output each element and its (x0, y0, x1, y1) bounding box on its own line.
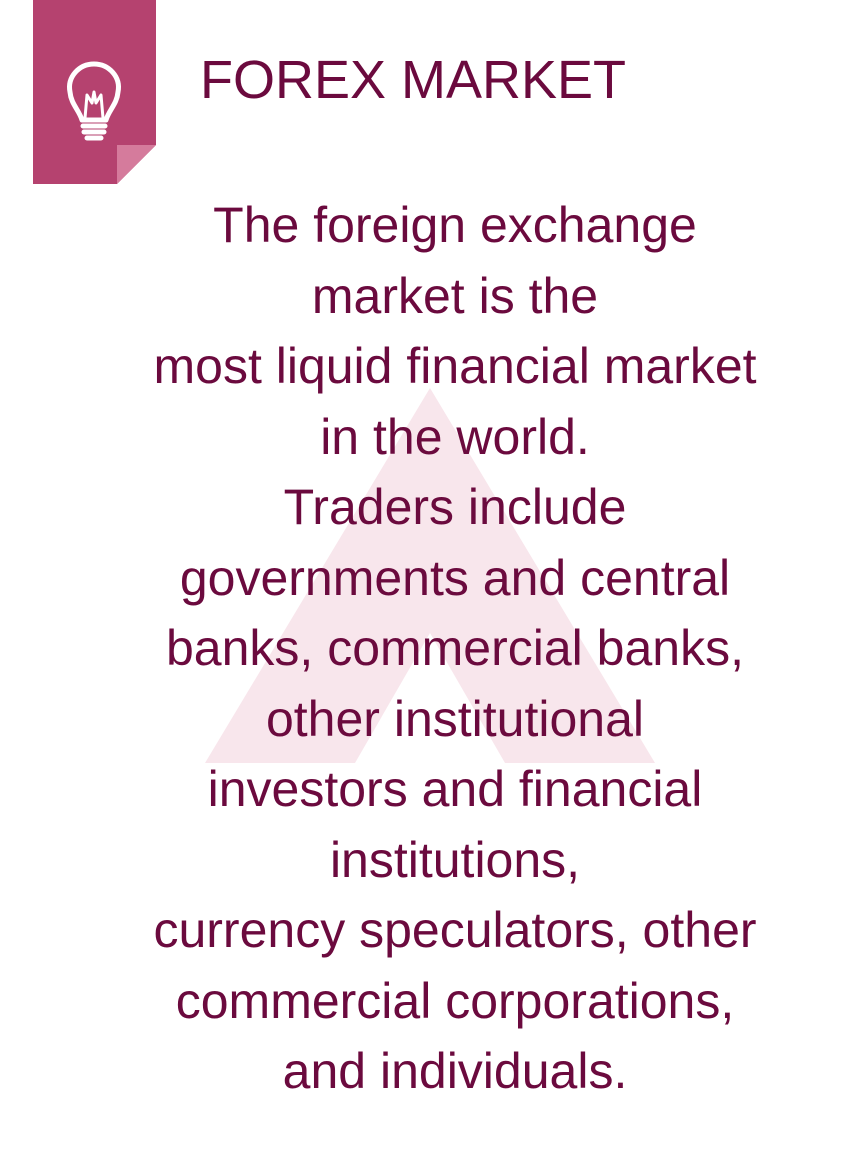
description-line: institutions, (329, 831, 581, 888)
description-line: The foreign exchange (213, 197, 697, 253)
description-line: most liquid financial market (153, 338, 757, 394)
description-line: market is the (311, 267, 599, 324)
description-line: investors and financial (207, 761, 703, 817)
triangle-logo-watermark (205, 388, 655, 763)
description-line: governments and central (179, 549, 731, 606)
forex-description: The foreign exchange market is the most … (60, 190, 850, 1107)
description-line: and individuals. (282, 1043, 628, 1099)
description-line: other institutional (265, 690, 644, 747)
page-title: FOREX MARKET (200, 50, 627, 110)
lightbulb-icon (67, 61, 121, 141)
description-line: in the world. (320, 408, 590, 465)
lightbulb-badge (33, 0, 156, 184)
description-line: currency speculators, other (153, 902, 757, 958)
description-line: banks, commercial banks, (165, 620, 744, 676)
description-line: Traders include (283, 479, 627, 535)
description-line: commercial corporations, (175, 972, 735, 1029)
